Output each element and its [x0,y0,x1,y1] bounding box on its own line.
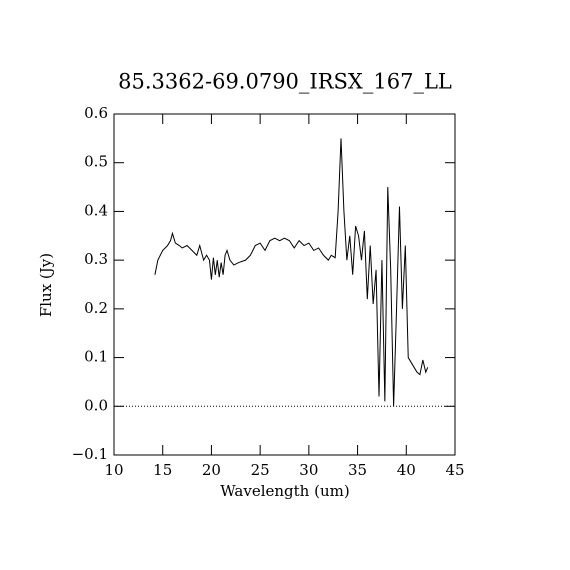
x-tick-label: 45 [445,461,464,479]
y-tick-label: 0.5 [84,153,108,171]
x-tick-label: 40 [397,461,416,479]
x-tick-label: 15 [153,461,172,479]
x-tick-label: 25 [251,461,270,479]
x-tick-label: 10 [104,461,123,479]
x-tick-label: 20 [202,461,221,479]
x-axis-label: Wavelength (um) [220,482,349,500]
plot-frame [113,113,456,456]
x-tick-label: 30 [299,461,318,479]
y-tick-label: −0.1 [72,445,108,463]
y-tick-label: 0.2 [84,299,108,317]
y-tick-label: 0.6 [84,104,108,122]
chart-title: 85.3362-69.0790_IRSX_167_LL [118,70,452,94]
x-tick-label: 35 [348,461,367,479]
y-tick-label: 0.0 [84,396,108,414]
y-tick-label: 0.1 [84,348,108,366]
y-tick-label: 0.4 [84,201,108,219]
y-axis-label: Flux (Jy) [37,253,55,317]
spectrum-line [154,138,429,407]
y-tick-label: 0.3 [84,250,108,268]
